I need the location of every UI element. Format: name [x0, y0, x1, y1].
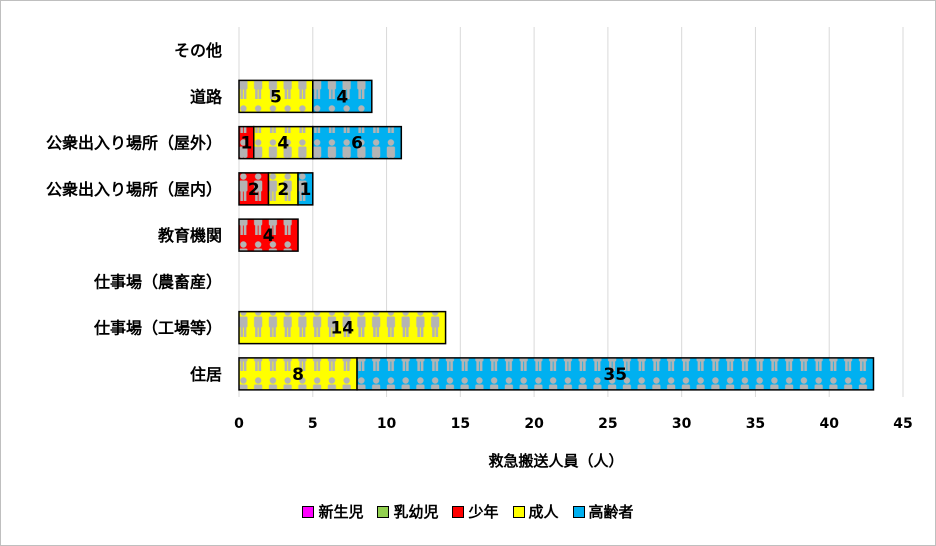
legend-label: 新生児 [318, 503, 364, 521]
legend-swatch [302, 505, 315, 518]
bar-outline [238, 310, 447, 345]
legend: 新生児 乳幼児 少年 成人 高齢者 [0, 501, 936, 522]
bar-person-pattern [312, 80, 372, 113]
category-label: 仕事場（工場等） [93, 319, 222, 338]
legend-label: 乳幼児 [393, 503, 439, 521]
bar-person-pattern [239, 219, 299, 252]
legend-item: 少年 [452, 501, 499, 522]
bar-person-pattern [357, 357, 874, 390]
legend-swatch [572, 505, 585, 518]
bar-person-pattern [253, 126, 313, 159]
data-label: 2 [248, 180, 260, 200]
category-label: 公衆出入り場所（屋内） [46, 180, 222, 199]
legend-label: 高齢者 [588, 503, 634, 521]
legend-swatch [452, 505, 465, 518]
legend-item: 高齢者 [572, 501, 634, 522]
legend-label: 少年 [468, 503, 499, 521]
bar-person-pattern [239, 126, 254, 159]
category-label: 住居 [190, 365, 222, 384]
data-label: 14 [330, 319, 354, 339]
data-label: 1 [240, 134, 252, 154]
bars [238, 79, 875, 391]
category-label: 道路 [190, 87, 223, 106]
bar-person-pattern [239, 357, 358, 390]
bar-outline [297, 172, 314, 206]
legend-item: 新生児 [302, 501, 363, 522]
data-label: 8 [292, 365, 304, 385]
data-label: 35 [603, 365, 627, 385]
data-label: 6 [351, 134, 363, 154]
data-label: 4 [336, 87, 348, 107]
x-tick-label: 20 [524, 416, 544, 432]
bar-person-pattern [239, 80, 313, 113]
data-label: 4 [263, 226, 275, 246]
x-tick-label: 25 [598, 416, 617, 432]
x-tick-label: 35 [746, 416, 765, 432]
bar-person-pattern [239, 172, 269, 205]
legend-swatch [377, 505, 390, 518]
x-tick-label: 45 [893, 416, 912, 432]
bar-outline [356, 357, 875, 391]
bar-person-pattern [268, 172, 299, 205]
legend-item: 乳幼児 [377, 501, 438, 522]
x-tick-labels: 0 5 10 15 20 25 30 35 40 45 [234, 416, 913, 432]
bar-outline [238, 218, 299, 252]
category-label: 仕事場（農畜産） [93, 272, 222, 291]
x-tick-label: 0 [234, 416, 244, 432]
bar-person-pattern [312, 126, 402, 159]
bar-outline [312, 79, 373, 114]
legend-swatch [512, 505, 525, 518]
x-tick-label: 5 [308, 416, 318, 432]
x-tick-label: 40 [819, 416, 839, 432]
bar-person-pattern [239, 311, 446, 344]
data-label: 5 [270, 87, 282, 107]
bar-person-pattern [298, 172, 313, 205]
legend-item: 成人 [512, 501, 559, 522]
category-label: その他 [174, 41, 222, 60]
data-label: 2 [277, 180, 289, 200]
bar-outline [312, 125, 403, 160]
x-tick-label: 30 [672, 416, 692, 432]
data-label: 4 [277, 134, 289, 154]
data-label: 1 [299, 180, 311, 200]
x-axis-title: 救急搬送人員（人） [488, 452, 623, 470]
legend-label: 成人 [528, 503, 559, 521]
x-tick-label: 15 [451, 416, 470, 432]
category-label: 教育機関 [158, 226, 222, 245]
x-tick-label: 10 [377, 416, 397, 432]
category-label: 公衆出入り場所（屋外） [46, 134, 222, 153]
